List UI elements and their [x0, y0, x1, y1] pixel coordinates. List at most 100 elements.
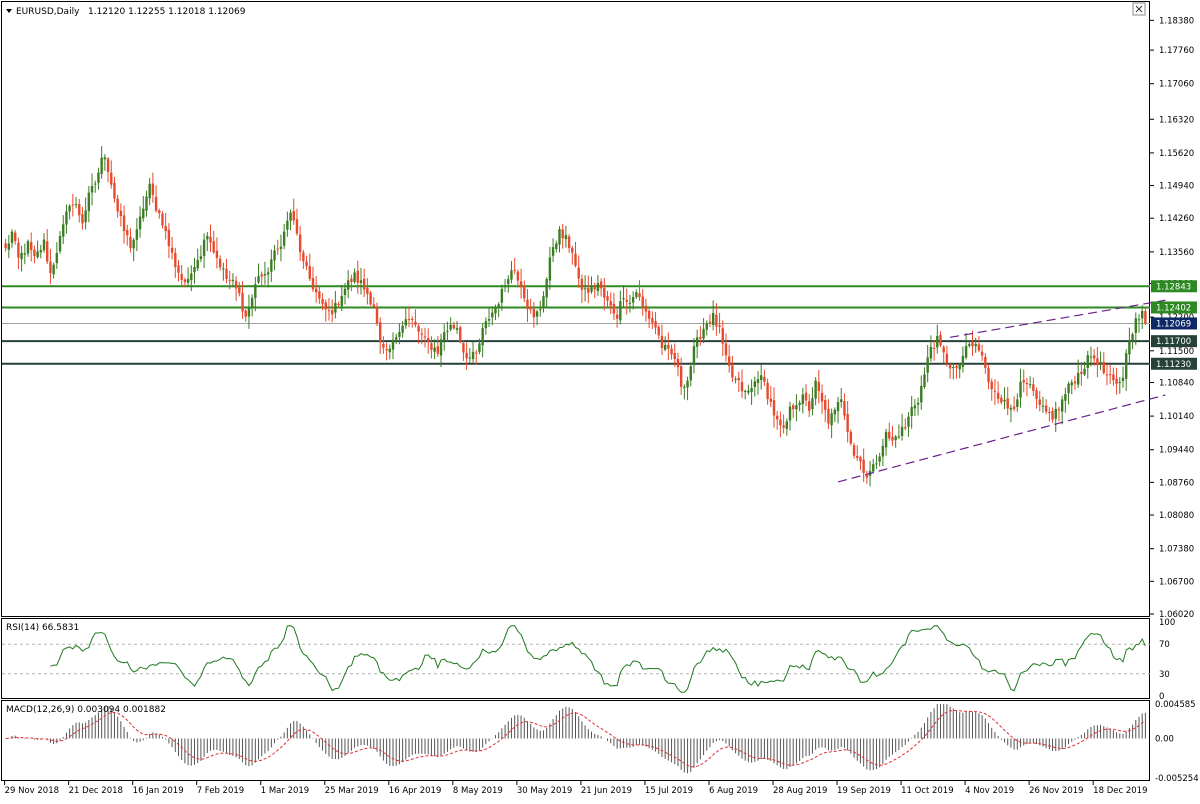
candle-body — [202, 239, 206, 256]
candle-body — [161, 213, 164, 226]
candle — [683, 384, 686, 400]
candle — [878, 452, 881, 467]
candle-body — [702, 328, 705, 339]
candle — [289, 209, 292, 231]
candle-body — [968, 344, 971, 346]
candle-body — [122, 215, 126, 232]
candle — [843, 393, 846, 421]
candle — [667, 332, 670, 361]
candle-body — [87, 192, 91, 211]
candle-body — [36, 251, 39, 258]
candle-body — [106, 158, 110, 172]
candle-body — [551, 247, 555, 256]
candle-body — [571, 247, 574, 253]
candle-body — [174, 252, 177, 267]
candle-body — [186, 278, 190, 283]
candle — [1073, 375, 1077, 390]
dropdown-triangle-icon[interactable] — [6, 9, 12, 13]
candle — [199, 245, 203, 263]
candle-body — [324, 302, 327, 310]
candle-body — [282, 231, 286, 246]
candle — [33, 245, 36, 264]
candle-body — [1124, 353, 1128, 379]
candle-body — [254, 284, 257, 298]
candle-body — [475, 352, 478, 354]
candle-body — [110, 172, 113, 185]
candle — [1009, 404, 1013, 423]
candle — [724, 333, 728, 362]
candle — [401, 321, 404, 338]
x-tick-label: 1 Mar 2019 — [261, 786, 309, 796]
candle-body — [596, 283, 600, 291]
candle — [238, 282, 241, 297]
candle-body — [599, 281, 603, 289]
candle — [167, 223, 171, 259]
candle-body — [1073, 381, 1077, 384]
candle-body — [407, 318, 411, 320]
candle — [654, 312, 657, 335]
candle — [84, 197, 87, 230]
candle-body — [695, 337, 699, 347]
candle-body — [727, 356, 731, 366]
candle — [1060, 395, 1064, 425]
candle — [689, 362, 692, 387]
candle — [17, 237, 20, 270]
x-tick-label: 21 Dec 2018 — [69, 786, 123, 796]
candle — [1083, 361, 1086, 376]
candle-body — [427, 338, 430, 342]
candle-body — [993, 390, 997, 392]
candle — [574, 241, 577, 268]
candle-body — [206, 235, 209, 240]
macd-label: MACD(12,26,9) 0.003094 0.001882 — [6, 705, 166, 715]
candle — [65, 204, 68, 234]
candle — [795, 394, 798, 422]
candle — [830, 408, 833, 439]
macd-signal-line — [5, 709, 1146, 768]
candle-body — [926, 357, 929, 373]
candle — [503, 279, 507, 293]
candle-body — [548, 257, 552, 281]
candle-body — [782, 425, 785, 428]
candle-body — [1032, 384, 1035, 391]
candle — [71, 194, 75, 217]
candle-body — [583, 288, 587, 290]
candle-body — [494, 307, 497, 314]
candle — [142, 195, 145, 222]
candle — [891, 425, 894, 446]
candle — [151, 172, 155, 203]
candle-body — [14, 232, 17, 242]
candle — [135, 218, 139, 251]
candle — [772, 387, 776, 428]
candle — [87, 186, 91, 223]
candle-body — [395, 337, 398, 340]
candle-body — [94, 183, 97, 185]
level-label-bg — [1151, 301, 1197, 314]
candle-body — [260, 274, 263, 277]
candle-body — [1115, 378, 1118, 384]
candle-body — [785, 421, 789, 429]
candle — [215, 237, 219, 269]
candle-body — [916, 402, 920, 405]
candle — [753, 376, 756, 397]
candle — [1025, 377, 1029, 397]
candle-body — [465, 352, 468, 359]
candle — [551, 238, 555, 263]
candle — [164, 212, 167, 240]
candle-body — [455, 328, 459, 330]
close-chart-icon[interactable] — [1132, 2, 1146, 16]
candle — [90, 173, 94, 206]
candle — [346, 270, 350, 299]
candle-body — [1108, 374, 1112, 376]
candle — [644, 298, 648, 322]
candle — [583, 275, 587, 302]
candle-body — [1067, 383, 1070, 394]
macd-scale-label: -0.005254 — [1155, 774, 1199, 784]
candle-body — [984, 357, 987, 368]
y-tick-label: 1.14940 — [1159, 182, 1194, 192]
candle — [1144, 306, 1147, 326]
candle-body — [199, 256, 203, 260]
candle-body — [10, 231, 14, 243]
candle-body — [622, 298, 625, 300]
candle — [62, 215, 65, 244]
